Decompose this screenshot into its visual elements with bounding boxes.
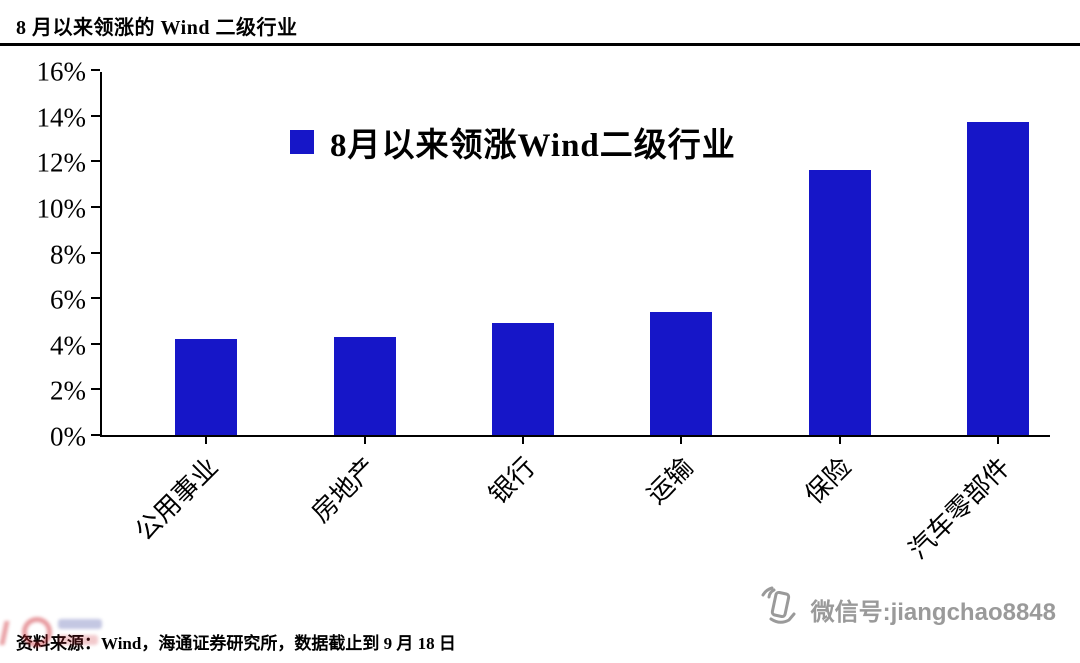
chart-bar (175, 339, 238, 435)
y-tick-label: 12% (36, 147, 87, 178)
chart-bar (966, 122, 1029, 435)
source-note: 资料来源：Wind，海通证券研究所，数据截止到 9 月 18 日 (16, 634, 456, 653)
x-tick-label-text: 房地产 (306, 452, 383, 528)
y-tick-label: 8% (50, 239, 86, 269)
x-tick-mark (996, 437, 999, 444)
x-tick-mark (521, 437, 524, 444)
y-tick-label: 16% (36, 56, 87, 87)
y-tick-mark (91, 205, 100, 208)
legend-label: 8月以来领涨Wind二级行业 (330, 128, 736, 164)
y-tick-mark (91, 388, 100, 391)
y-tick-mark (91, 251, 100, 254)
y-tick-mark (91, 160, 100, 163)
x-tick-label-text: 运输 (641, 452, 699, 510)
wechat-watermark: 微信号:jiangchao8848 (757, 586, 1056, 633)
wechat-id-text: 微信号:jiangchao8848 (810, 599, 1056, 626)
page-title: 8 月以来领涨的 Wind 二级行业 (16, 17, 298, 39)
y-tick-mark (91, 297, 100, 300)
title-bar: 8 月以来领涨的 Wind 二级行业 (0, 0, 1080, 46)
chart-bar (650, 311, 713, 435)
chart-legend: 8月以来领涨Wind二级行业 (290, 118, 736, 166)
x-tick-label-text: 银行 (483, 452, 541, 510)
x-tick-mark (363, 437, 366, 444)
y-tick-mark (91, 434, 100, 436)
y-tick-mark (91, 342, 100, 345)
plot-area: 8月以来领涨Wind二级行业 (91, 69, 1050, 444)
y-tick-label: 14% (36, 102, 87, 133)
y-tick-label: 10% (36, 193, 87, 224)
x-tick-label-text: 公用事业 (129, 452, 224, 547)
y-tick-label: 2% (50, 375, 86, 406)
y-axis: 0% 2% 4% 6% 8% 10% 12% 14% 16% (0, 58, 96, 450)
legend-swatch (290, 130, 314, 154)
y-tick-label: 4% (50, 330, 86, 361)
x-tick-mark (838, 437, 841, 444)
y-tick-label: 6% (50, 284, 86, 315)
y-tick-label: 0% (50, 421, 86, 452)
chart-bar (491, 323, 554, 435)
chart-bar (333, 336, 396, 435)
x-tick-mark (680, 437, 683, 444)
x-tick-label-text: 保险 (800, 452, 858, 510)
hand-phone-icon (757, 586, 801, 633)
x-tick-label-text: 汽车零部件 (903, 452, 1016, 565)
y-tick-mark (91, 114, 100, 117)
y-tick-mark (91, 69, 100, 71)
x-tick-mark (205, 437, 208, 444)
bar-chart: 0% 2% 4% 6% 8% 10% 12% 14% 16% 8月以来领涨Wind二级行业 公用… (0, 47, 1080, 659)
chart-bar (808, 170, 871, 435)
